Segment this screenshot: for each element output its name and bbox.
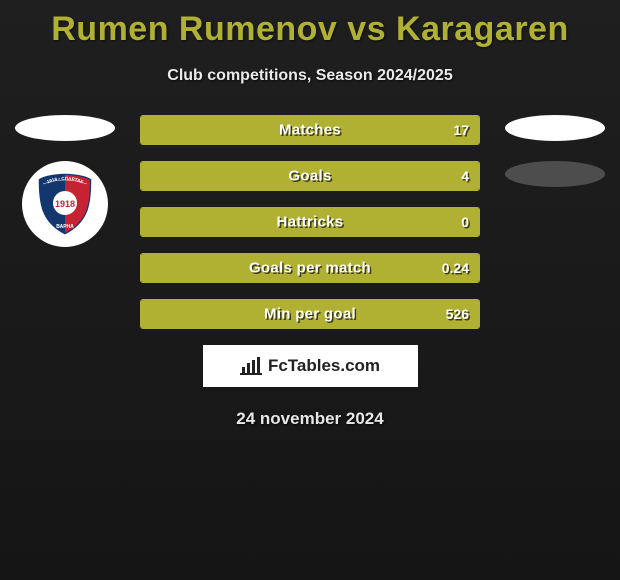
right-jersey-placeholder-2	[505, 161, 605, 187]
stat-label: Goals per match	[141, 260, 479, 277]
svg-text:ВАРНА: ВАРНА	[56, 224, 74, 230]
stat-value: 526	[446, 306, 469, 322]
brand-box[interactable]: FcTables.com	[203, 345, 418, 387]
stat-value: 4	[461, 168, 469, 184]
page-title: Rumen Rumenov vs Karagaren	[0, 0, 620, 49]
right-jersey-placeholder-1	[505, 115, 605, 141]
brand-text: FcTables.com	[268, 356, 380, 376]
stat-row-matches: Matches 17	[140, 115, 480, 145]
stat-row-min-per-goal: Min per goal 526	[140, 299, 480, 329]
subtitle: Club competitions, Season 2024/2025	[0, 67, 620, 85]
comparison-panel: 1918 1918 • СПАРТАК ВАРНА Matches 17	[0, 115, 620, 329]
right-player-column	[500, 115, 610, 207]
stat-row-hattricks: Hattricks 0	[140, 207, 480, 237]
stat-value: 17	[453, 122, 469, 138]
left-player-column: 1918 1918 • СПАРТАК ВАРНА	[10, 115, 120, 247]
stat-label: Hattricks	[141, 214, 479, 231]
stat-value: 0.24	[442, 260, 469, 276]
stat-label: Goals	[141, 168, 479, 185]
bar-chart-icon	[240, 357, 262, 375]
stat-value: 0	[461, 214, 469, 230]
stat-row-goals: Goals 4	[140, 161, 480, 191]
stat-row-goals-per-match: Goals per match 0.24	[140, 253, 480, 283]
stat-label: Min per goal	[141, 306, 479, 323]
stats-bars: Matches 17 Goals 4 Hattricks 0 Goals per…	[140, 115, 480, 329]
left-jersey-placeholder	[15, 115, 115, 141]
stat-label: Matches	[141, 122, 479, 139]
left-club-logo: 1918 1918 • СПАРТАК ВАРНА	[22, 161, 108, 247]
logo-year: 1918	[55, 199, 75, 209]
snapshot-date: 24 november 2024	[0, 409, 620, 429]
shield-icon: 1918 1918 • СПАРТАК ВАРНА	[37, 173, 93, 235]
